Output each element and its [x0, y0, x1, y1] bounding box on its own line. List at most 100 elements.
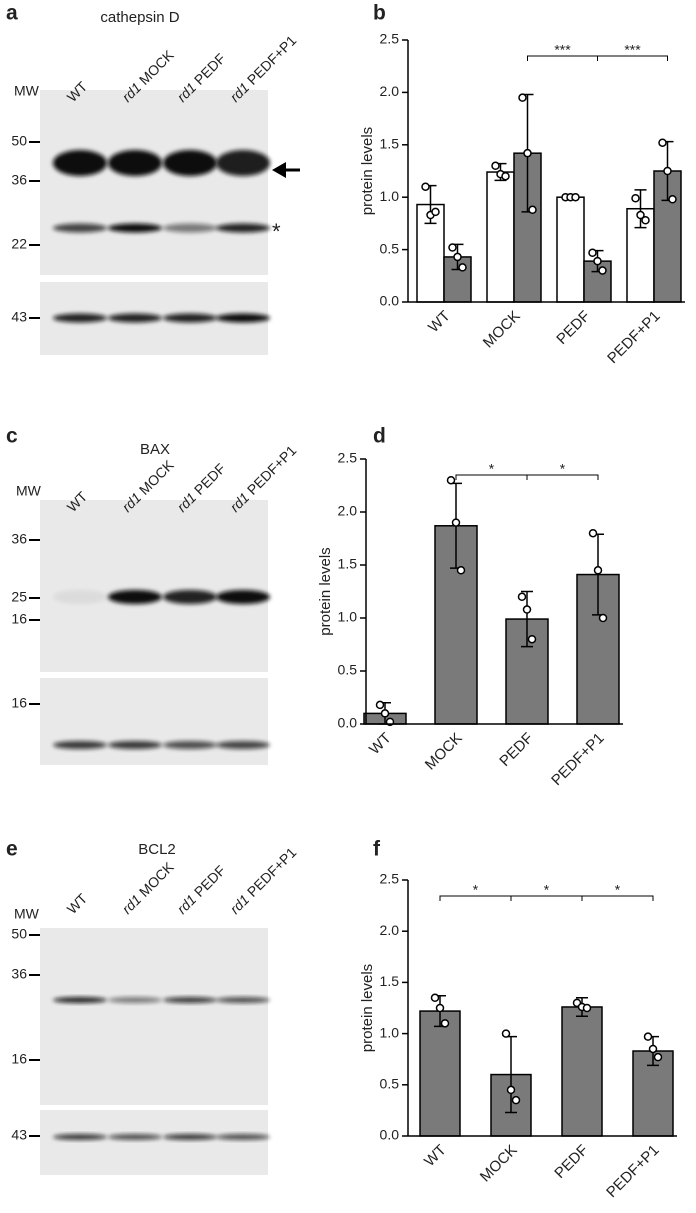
y-tick-label: 2.5: [338, 450, 358, 466]
data-point: [451, 518, 461, 527]
panel-label: a: [6, 2, 18, 25]
data-point: [593, 256, 602, 266]
significance-label: *: [560, 461, 566, 477]
bar: [556, 196, 585, 303]
y-axis-label: protein levels: [359, 964, 376, 1052]
x-tick-label: PEDF: [553, 308, 593, 348]
blot-band: [163, 590, 217, 604]
significance-label: ***: [624, 42, 641, 58]
y-axis-label: protein levels: [317, 547, 334, 635]
x-tick-label: PEDF: [551, 1142, 591, 1182]
mw-label: MW: [14, 906, 40, 922]
x-tick-label: PEDF+P1: [603, 1142, 662, 1201]
blot-band: [163, 313, 217, 323]
lane-prefix: rd1: [173, 891, 199, 917]
panel-label: f: [373, 838, 381, 861]
y-tick-label: 0.0: [380, 293, 400, 309]
mw-marker: 43: [11, 309, 27, 325]
mw-marker: 16: [11, 695, 27, 711]
significance-label: *: [544, 882, 550, 898]
panel-label: e: [6, 838, 18, 861]
lane-name: MOCK: [136, 46, 177, 87]
lane-name: PEDF+P1: [244, 844, 300, 900]
mw-marker: 25: [11, 589, 27, 605]
x-tick-label: WT: [425, 308, 454, 337]
y-tick-label: 0.5: [338, 662, 358, 678]
lane-label: rd1PEDF: [173, 862, 228, 917]
mw-marker: 36: [11, 966, 27, 982]
data-point: [506, 1085, 516, 1095]
data-point: [631, 193, 640, 203]
data-point: [518, 93, 527, 102]
data-point: [511, 1095, 521, 1105]
blot-band: [108, 741, 162, 749]
data-point: [582, 1003, 592, 1013]
blot-band: [108, 590, 162, 604]
mw-label: MW: [14, 83, 40, 99]
panel-label: c: [6, 425, 18, 448]
lane-name: PEDF: [191, 862, 229, 900]
error-bar: [521, 590, 533, 648]
y-tick-label: 2.5: [380, 31, 400, 47]
bar: [486, 171, 515, 303]
data-point: [527, 634, 537, 644]
mw-marker: 36: [11, 172, 27, 188]
blot-band: [53, 1134, 107, 1140]
blot-title: BCL2: [138, 841, 176, 858]
blot-band: [108, 313, 162, 323]
y-tick-label: 2.0: [338, 503, 358, 519]
arrow-head: [272, 162, 286, 178]
data-point: [593, 566, 603, 575]
lane-prefix: rd1: [226, 891, 252, 917]
data-point: [653, 1052, 663, 1062]
blot-band: [108, 1134, 162, 1140]
error-bar: [634, 189, 647, 229]
x-tick-label: PEDF+P1: [548, 730, 607, 789]
mw-marker: 50: [11, 133, 27, 149]
blot-band: [53, 223, 107, 233]
blot-band: [216, 1134, 270, 1140]
data-point: [668, 195, 677, 204]
blot-band: [53, 590, 107, 604]
panel-label: b: [373, 2, 386, 25]
data-point: [375, 700, 385, 710]
bar: [419, 1010, 461, 1137]
data-point: [598, 266, 607, 275]
y-axis-label: protein levels: [359, 127, 376, 215]
blot-band: [216, 997, 270, 1003]
lane-name: MOCK: [136, 858, 177, 899]
blot-band: [108, 997, 162, 1003]
blot-band: [216, 150, 270, 176]
blot-image: [40, 678, 268, 765]
data-point: [458, 263, 467, 272]
blot-image: [40, 90, 268, 275]
x-tick-label: WT: [421, 1142, 450, 1171]
significance-bracket: [597, 55, 668, 61]
data-point: [658, 138, 667, 147]
blot-band: [163, 150, 217, 176]
blot-band: [216, 590, 270, 604]
lane-prefix: rd1: [118, 891, 144, 917]
bar: [561, 1006, 603, 1137]
y-tick-label: 1.0: [380, 1024, 400, 1040]
data-point: [501, 171, 510, 181]
y-tick-label: 1.0: [380, 188, 400, 204]
lane-name: PEDF+P1: [244, 32, 300, 88]
lane-name: PEDF+P1: [244, 442, 300, 498]
x-tick-label: WT: [366, 730, 395, 759]
data-point: [380, 709, 390, 718]
y-tick-label: 1.0: [338, 609, 358, 625]
blot-band: [53, 313, 107, 323]
significance-label: *: [615, 882, 621, 898]
blot-band: [108, 223, 162, 233]
blot-title: BAX: [140, 441, 170, 458]
y-tick-label: 0.0: [380, 1127, 400, 1143]
y-tick-label: 2.0: [380, 83, 400, 99]
panel-label: d: [373, 425, 386, 448]
blot-band: [216, 223, 270, 233]
lane-name: WT: [63, 890, 90, 917]
data-point: [446, 475, 456, 485]
y-tick-label: 2.5: [380, 871, 400, 887]
x-tick-label: PEDF: [496, 730, 536, 770]
x-tick-label: MOCK: [422, 730, 466, 774]
